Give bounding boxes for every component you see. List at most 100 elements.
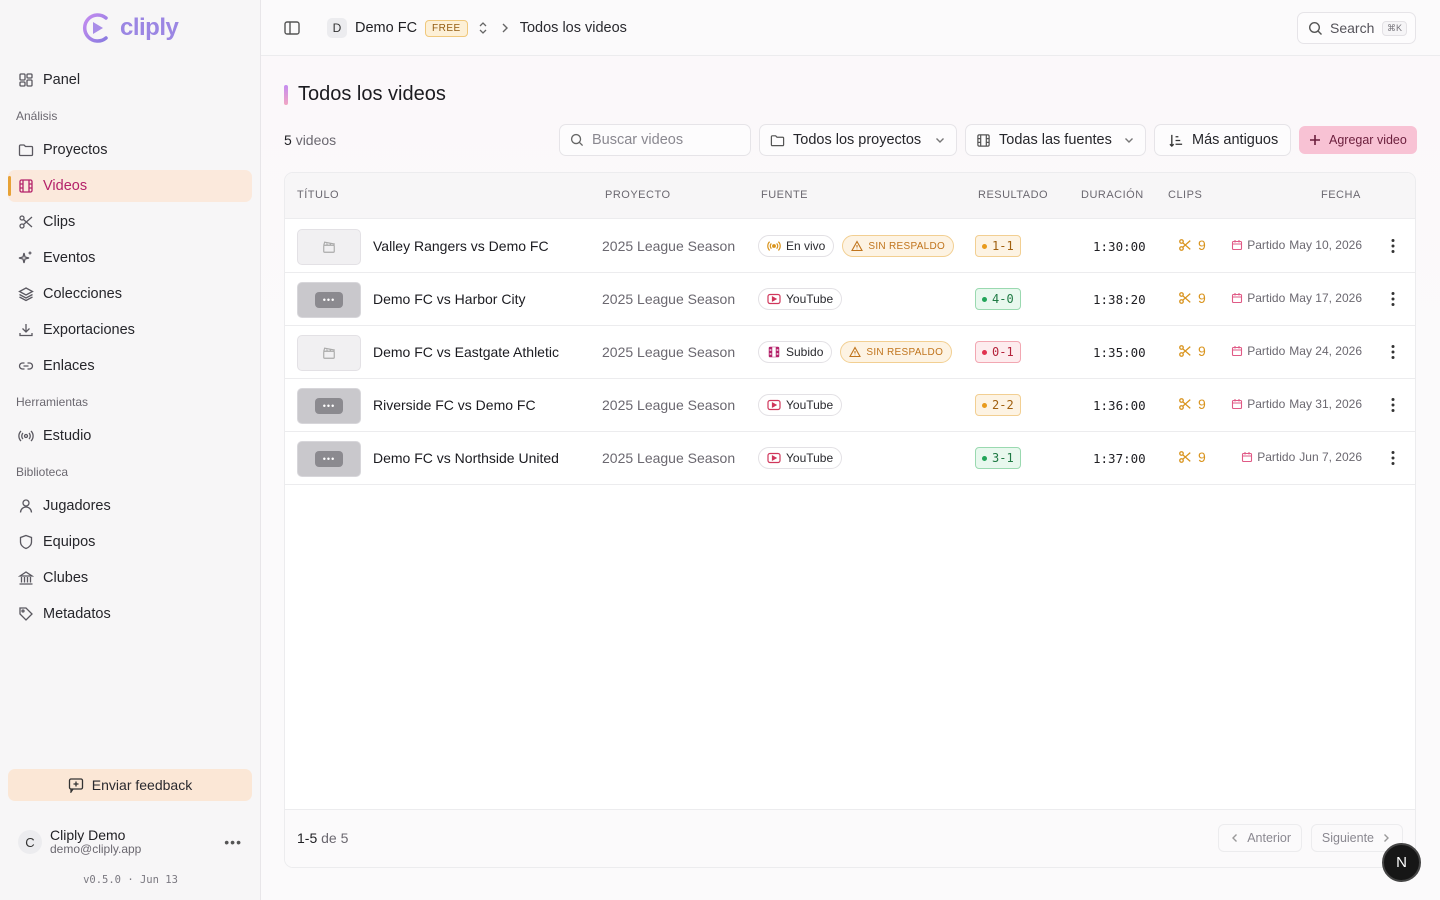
user-name: Cliply Demo (50, 827, 126, 843)
video-duration: 1:30:00 (1093, 239, 1146, 254)
video-title[interactable]: Riverside FC vs Demo FC (373, 397, 536, 413)
column-header-title[interactable]: TÍTULO (297, 189, 340, 201)
result-badge: 1-1 (975, 235, 1021, 257)
source-badge: En vivo (758, 235, 835, 257)
download-icon (18, 322, 34, 338)
source-badge: YouTube (758, 288, 843, 310)
pagination-range-value: 1-5 (297, 830, 318, 846)
add-video-button[interactable]: Agregar video (1299, 126, 1417, 154)
video-date: Partido May 10, 2026 (1231, 238, 1362, 252)
video-thumbnail[interactable] (297, 335, 361, 371)
dev-tools-button[interactable]: N (1382, 843, 1421, 882)
sidebar-item-label: Equipos (43, 534, 96, 550)
video-title[interactable]: Demo FC vs Northside United (373, 450, 559, 466)
video-source: En vivo SIN RESPALDO (758, 235, 955, 257)
sidebar-toggle-icon[interactable] (283, 19, 301, 37)
sidebar-item-exportaciones[interactable]: Exportaciones (8, 314, 252, 346)
table-row[interactable]: ••• Demo FC vs Harbor City 2025 League S… (285, 273, 1415, 326)
sidebar-item-label: Panel (43, 72, 81, 88)
source-badge: YouTube (758, 394, 843, 416)
source-filter-select[interactable]: Todas las fuentes (965, 124, 1146, 156)
broadcast-icon (18, 428, 34, 444)
sidebar-item-eventos[interactable]: Eventos (8, 242, 252, 274)
more-horizontal-icon[interactable]: ••• (224, 834, 242, 850)
sidebar-item-colecciones[interactable]: Colecciones (8, 278, 252, 310)
sidebar-section-title: Análisis (16, 109, 58, 123)
sidebar-item-jugadores[interactable]: Jugadores (8, 490, 252, 522)
chevrons-up-down-icon[interactable] (476, 21, 490, 35)
sidebar-item-estudio[interactable]: Estudio (8, 420, 252, 452)
more-vertical-icon[interactable] (1391, 291, 1395, 307)
sort-ascending-icon (1169, 134, 1183, 147)
grid-icon (18, 72, 34, 88)
sidebar-item-clips[interactable]: Clips (8, 206, 252, 238)
more-vertical-icon[interactable] (1391, 397, 1395, 413)
more-vertical-icon[interactable] (1391, 450, 1395, 466)
title-accent-bar (284, 84, 288, 105)
cliply-logo-icon (82, 13, 108, 43)
column-header-source[interactable]: FUENTE (761, 189, 808, 201)
sidebar-item-label: Estudio (43, 428, 92, 444)
sidebar-item-label: Metadatos (43, 606, 111, 622)
film-icon (767, 345, 781, 359)
sidebar-item-enlaces[interactable]: Enlaces (8, 350, 252, 382)
sidebar-item-proyectos[interactable]: Proyectos (8, 134, 252, 166)
date-value: Jun 7, 2026 (1299, 450, 1362, 464)
team-name[interactable]: Demo FC (355, 20, 418, 36)
clips-count[interactable]: 9 (1178, 396, 1206, 412)
plan-badge: FREE (425, 19, 468, 37)
date-value: May 31, 2026 (1289, 397, 1362, 411)
table-row[interactable]: ••• Demo FC vs Northside United 2025 Lea… (285, 432, 1415, 485)
video-title[interactable]: Demo FC vs Eastgate Athletic (373, 344, 559, 360)
column-header-date[interactable]: FECHA (1321, 189, 1361, 201)
user-menu[interactable]: C Cliply Demo demo@cliply.app ••• (18, 826, 248, 858)
video-thumbnail[interactable]: ••• (297, 388, 361, 424)
table-row[interactable]: Demo FC vs Eastgate Athletic 2025 League… (285, 326, 1415, 379)
sidebar-item-videos[interactable]: Videos (8, 170, 252, 202)
sidebar-item-panel[interactable]: Panel (8, 64, 252, 96)
sidebar-item-label: Clubes (43, 570, 89, 586)
column-header-project[interactable]: PROYECTO (605, 189, 671, 201)
sidebar-item-equipos[interactable]: Equipos (8, 526, 252, 558)
video-title[interactable]: Demo FC vs Harbor City (373, 291, 526, 307)
global-search-button[interactable]: Search ⌘K (1297, 12, 1416, 44)
sidebar-item-metadatos[interactable]: Metadatos (8, 598, 252, 630)
more-vertical-icon[interactable] (1391, 238, 1395, 254)
brand-logo[interactable]: cliply (82, 12, 179, 44)
table-row[interactable]: ••• Riverside FC vs Demo FC 2025 League … (285, 379, 1415, 432)
column-header-result[interactable]: RESULTADO (978, 189, 1049, 201)
filters-toolbar: Buscar videos Todos los proyectos Todas … (559, 124, 1417, 156)
clips-count[interactable]: 9 (1178, 343, 1206, 359)
project-filter-select[interactable]: Todos los proyectos (759, 124, 957, 156)
clips-count[interactable]: 9 (1178, 237, 1206, 253)
sort-button[interactable]: Más antiguos (1154, 124, 1291, 156)
clips-count[interactable]: 9 (1178, 290, 1206, 306)
team-avatar[interactable]: D (327, 18, 347, 38)
link-icon (18, 358, 34, 374)
table-row[interactable]: Valley Rangers vs Demo FC 2025 League Se… (285, 220, 1415, 273)
more-vertical-icon[interactable] (1391, 344, 1395, 360)
video-thumbnail[interactable]: ••• (297, 282, 361, 318)
folder-icon (770, 134, 785, 146)
video-duration: 1:35:00 (1093, 345, 1146, 360)
video-date: Partido May 31, 2026 (1231, 397, 1362, 411)
clips-count[interactable]: 9 (1178, 449, 1206, 465)
video-title[interactable]: Valley Rangers vs Demo FC (373, 238, 549, 254)
video-date: Partido May 17, 2026 (1231, 291, 1362, 305)
video-thumbnail[interactable]: ••• (297, 441, 361, 477)
sidebar-item-clubes[interactable]: Clubes (8, 562, 252, 594)
film-icon (977, 133, 990, 147)
previous-page-button[interactable]: Anterior (1218, 824, 1302, 852)
column-header-duration[interactable]: DURACIÓN (1081, 189, 1144, 201)
date-prefix: Partido (1247, 397, 1286, 411)
clapperboard-icon (323, 347, 335, 359)
warning-icon (851, 240, 864, 252)
search-videos-input[interactable]: Buscar videos (559, 124, 751, 156)
sidebar-item-label: Proyectos (43, 142, 108, 158)
calendar-icon (1232, 240, 1243, 251)
video-date: Partido Jun 7, 2026 (1241, 450, 1362, 464)
feedback-button[interactable]: Enviar feedback (8, 769, 252, 801)
video-thumbnail[interactable] (297, 229, 361, 265)
column-header-clips[interactable]: CLIPS (1168, 189, 1203, 201)
